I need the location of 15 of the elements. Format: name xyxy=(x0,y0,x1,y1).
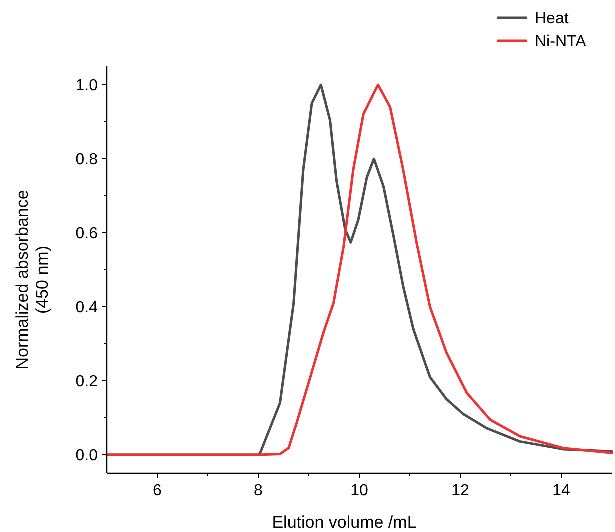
y-axis-title: Normalized absorbance (450 nm) xyxy=(13,190,52,370)
x-tick-label: 8 xyxy=(254,482,264,500)
y-tick-label: 0.8 xyxy=(76,152,98,169)
x-tick-label: 12 xyxy=(452,482,470,500)
y-tick-label: 0.4 xyxy=(76,300,98,317)
x-tick-label: 14 xyxy=(552,482,570,500)
x-axis-title: Elution volume /mL xyxy=(272,513,417,532)
legend-label: Ni-NTA xyxy=(535,34,587,51)
x-tick-label: 10 xyxy=(350,482,368,500)
y-tick-label: 0.6 xyxy=(76,226,98,243)
x-tick-label: 6 xyxy=(153,482,162,500)
text: 0.0 xyxy=(76,448,98,465)
y-tick-label: 1.0 xyxy=(76,78,98,95)
y-tick-label: 0.2 xyxy=(76,374,98,391)
legend-label: Heat xyxy=(535,10,570,28)
